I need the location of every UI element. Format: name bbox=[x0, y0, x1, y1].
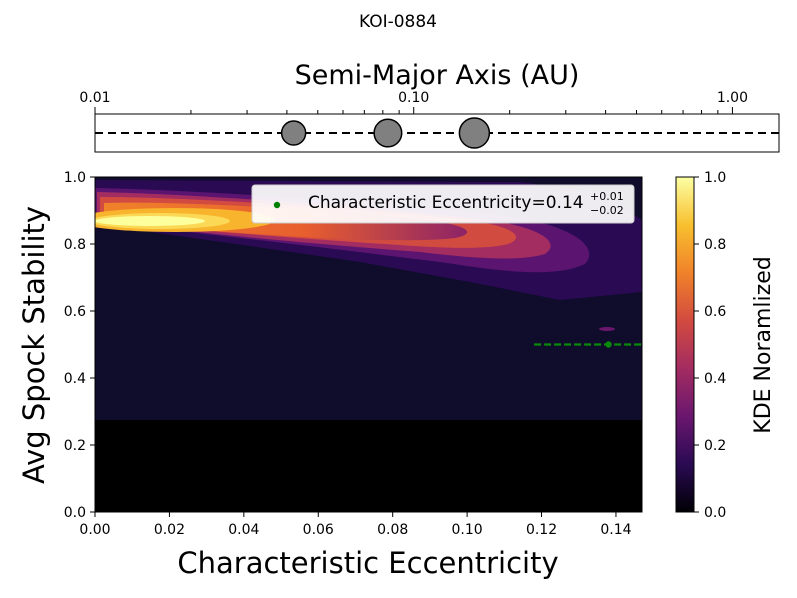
legend-label: Characteristic Eccentricity= bbox=[308, 193, 546, 213]
x-axis-ticks: 0.00 0.02 0.04 0.06 0.08 0.10 0.12 0.14 bbox=[79, 512, 632, 538]
colorbar-label: KDE Noramlized bbox=[751, 256, 776, 433]
colorbar-tick-label: 0.6 bbox=[704, 304, 726, 320]
colorbar: 0.0 0.2 0.4 0.6 0.8 1.0 KDE Noramlized bbox=[675, 170, 776, 521]
x-tick-label: 0.08 bbox=[377, 522, 408, 538]
planet-markers bbox=[280, 117, 491, 149]
kde-peak bbox=[95, 216, 205, 226]
x-tick-label: 0.10 bbox=[452, 522, 483, 538]
y-tick-label: 0.2 bbox=[64, 438, 86, 454]
heatmap-frame bbox=[94, 176, 643, 513]
colorbar-gradient bbox=[675, 176, 695, 513]
legend: Characteristic Eccentricity=0.14 +0.01 −… bbox=[251, 184, 635, 224]
y-tick-label: 0.6 bbox=[64, 304, 86, 320]
x-tick-label: 0.12 bbox=[526, 522, 557, 538]
legend-value: 0.14 bbox=[546, 193, 584, 213]
orbit-tick-label: 0.10 bbox=[398, 90, 429, 106]
svg-text:Characteristic Eccentricity=0.: Characteristic Eccentricity=0.14 bbox=[308, 193, 584, 213]
y-axis-ticks: 0.0 0.2 0.4 0.6 0.8 1.0 bbox=[64, 170, 95, 521]
colorbar-tick-label: 0.4 bbox=[704, 371, 726, 387]
x-tick-label: 0.14 bbox=[600, 522, 631, 538]
orbit-panel-title: Semi-Major Axis (AU) bbox=[295, 60, 580, 91]
legend-box bbox=[251, 184, 635, 224]
orbit-axis-ticks: 0.01 0.10 1.00 bbox=[79, 90, 748, 114]
colorbar-tick-label: 1.0 bbox=[704, 170, 726, 186]
x-tick-label: 0.00 bbox=[79, 522, 110, 538]
planet-marker bbox=[458, 117, 491, 149]
y-axis-label: Avg Spock Stability bbox=[17, 206, 51, 484]
y-tick-label: 0.4 bbox=[64, 371, 86, 387]
y-tick-label: 0.8 bbox=[64, 237, 86, 253]
orbit-tick-label: 0.01 bbox=[79, 90, 110, 106]
eccentricity-marker bbox=[605, 341, 612, 348]
legend-plus: +0.01 bbox=[590, 190, 624, 203]
orbit-panel-frame bbox=[94, 113, 780, 153]
orbit-panel: Semi-Major Axis (AU) 0.01 0.10 1.00 bbox=[79, 60, 780, 153]
colorbar-tick-label: 0.2 bbox=[704, 438, 726, 454]
orbit-tick-label: 1.00 bbox=[717, 90, 748, 106]
x-axis-label: Characteristic Eccentricity bbox=[177, 546, 558, 580]
y-tick-label: 1.0 bbox=[64, 170, 86, 186]
legend-minus: −0.02 bbox=[590, 204, 624, 217]
planet-marker bbox=[373, 118, 403, 148]
kde-small-blob bbox=[599, 327, 615, 331]
legend-marker bbox=[273, 201, 281, 209]
figure-title: KOI-0884 bbox=[359, 12, 437, 32]
planet-marker bbox=[280, 120, 307, 146]
colorbar-tick-label: 0.0 bbox=[704, 505, 726, 521]
x-tick-label: 0.06 bbox=[303, 522, 334, 538]
x-tick-label: 0.04 bbox=[228, 522, 259, 538]
colorbar-tick-label: 0.8 bbox=[704, 237, 726, 253]
heatmap-zero-region bbox=[95, 420, 642, 512]
heatmap-panel: Characteristic Eccentricity=0.14 +0.01 −… bbox=[17, 170, 643, 580]
x-tick-label: 0.02 bbox=[154, 522, 185, 538]
colorbar-ticks: 0.0 0.2 0.4 0.6 0.8 1.0 bbox=[694, 170, 726, 521]
y-tick-label: 0.0 bbox=[64, 505, 86, 521]
